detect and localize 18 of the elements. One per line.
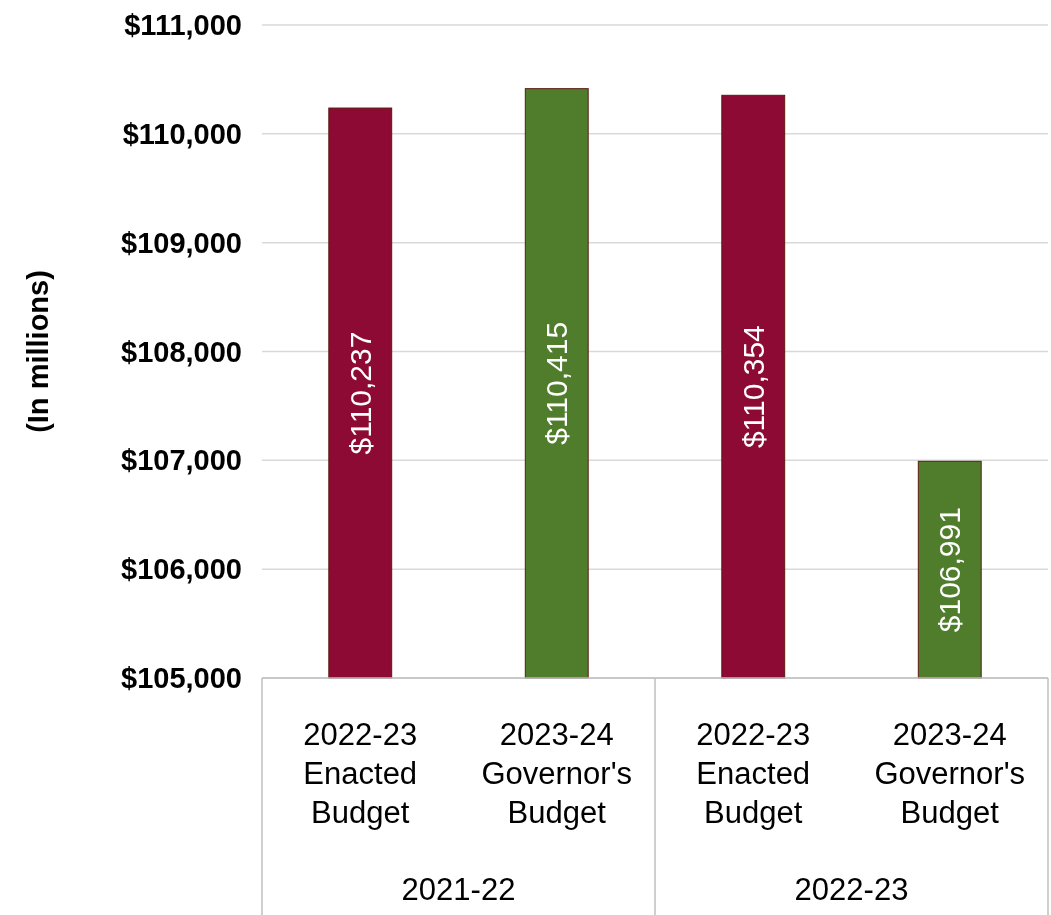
data-label: $110,415 bbox=[540, 321, 574, 445]
x-tick-label: 2023-24 Governor's Budget bbox=[481, 717, 633, 830]
text: 2021-22 bbox=[401, 872, 516, 907]
y-axis-title: (In millions) bbox=[22, 270, 54, 433]
y-tick-label: $105,000 bbox=[121, 662, 242, 694]
x-tick-label: 2023-24 Governor's Budget bbox=[874, 717, 1026, 830]
y-tick-label: $111,000 bbox=[124, 9, 242, 41]
y-tick-label: $107,000 bbox=[121, 444, 242, 477]
x-tick-label: 2022-23 Enacted Budget bbox=[696, 717, 811, 830]
x-tick-label: 2022-23 Enacted Budget bbox=[303, 717, 418, 830]
data-label: $110,237 bbox=[343, 331, 377, 455]
data-label: $106,991 bbox=[933, 507, 967, 633]
y-tick-label: $110,000 bbox=[122, 117, 242, 150]
y-tick-label: $109,000 bbox=[121, 226, 242, 259]
text: 2022-23 bbox=[794, 872, 909, 907]
data-label: $110,354 bbox=[736, 325, 770, 449]
y-tick-label: $106,000 bbox=[121, 553, 242, 586]
y-tick-label: $108,000 bbox=[121, 335, 242, 368]
